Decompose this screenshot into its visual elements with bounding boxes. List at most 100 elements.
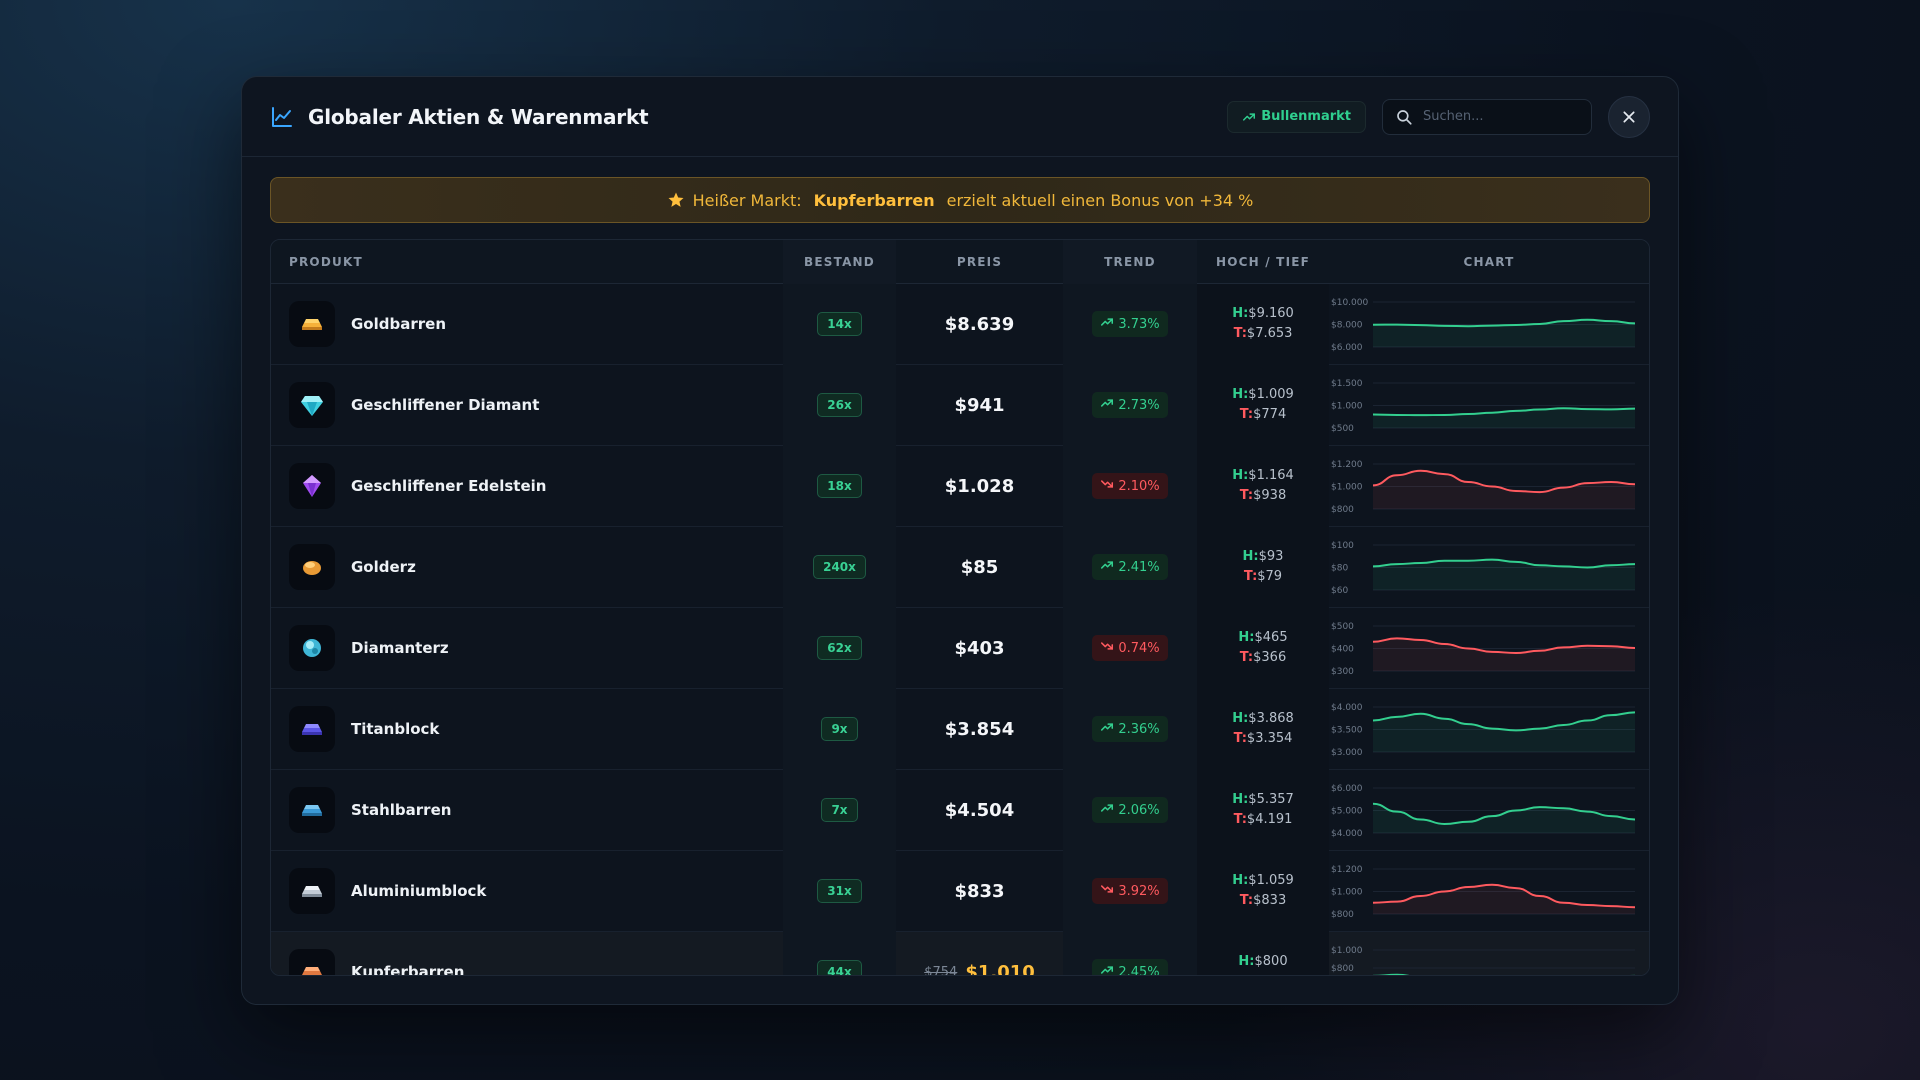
sparkline-area (1382, 974, 1407, 975)
table-row[interactable]: Titanblock 9x $3.854 2.36% H:$3.868 T:$3.354 $… (271, 688, 1649, 770)
price-cell: $833 (896, 881, 1063, 902)
diamond-icon (289, 382, 335, 428)
sparkline-svg: $1.000 $800 (1331, 946, 1635, 975)
header-price[interactable]: PREIS (956, 254, 1003, 269)
trend-up-icon (1100, 396, 1114, 414)
sparkline-chart: $500 $400 $300 (1329, 608, 1649, 689)
stock-cell: 240x (783, 526, 896, 608)
high-value: $800 (1254, 954, 1288, 969)
high-value: $9.160 (1248, 306, 1294, 321)
high-prefix: H: (1232, 387, 1249, 402)
chart-line-icon (272, 106, 292, 127)
axis-tick-label: $5.000 (1331, 806, 1363, 816)
table-row[interactable]: Stahlbarren 7x $4.504 2.06% H:$5.357 T:$4.191… (271, 769, 1649, 851)
axis-tick-label: $1.000 (1331, 401, 1363, 411)
sparkline-line (1372, 802, 1636, 825)
close-button[interactable] (1608, 95, 1650, 138)
stock-cell: 26x (783, 364, 896, 446)
price-cell: $85 (896, 557, 1063, 578)
price-cell: $754 $1.010 (896, 962, 1063, 976)
low-prefix: T: (1233, 812, 1247, 827)
low-prefix: T: (1239, 893, 1254, 908)
low-prefix: T: (1233, 326, 1247, 341)
trend-up-icon (1100, 720, 1114, 738)
table-row[interactable]: Diamanterz 62x $403 0.74% H:$465 T:$366 $500 $4… (271, 607, 1649, 689)
stock-badge: 240x (813, 555, 866, 579)
sparkline-area (1373, 711, 1635, 752)
axis-tick-label: $1.000 (1331, 482, 1363, 492)
trend-value: 2.36% (1118, 721, 1160, 737)
trend-value: 3.73% (1118, 316, 1160, 332)
table-row[interactable]: Geschliffener Edelstein 18x $1.028 2.10% H:$… (271, 445, 1649, 527)
table-row[interactable]: Kupferbarren44x$754$1.0102.45%H:$800T:$6… (271, 931, 1649, 976)
header-stock[interactable]: BESTAND (783, 240, 896, 284)
price-value: $3.854 (944, 718, 1015, 740)
highlow-cell: H:$1.059 T:$833 (1197, 850, 1329, 932)
product-cell: Goldbarren (271, 301, 783, 347)
sparkline-chart: $1.200 $1.000 $800 (1329, 446, 1649, 527)
sparkline-line (1372, 558, 1636, 569)
axis-tick-label: $400 (1331, 644, 1354, 654)
table-row[interactable]: Golderz 240x $85 2.41% H:$93 T:$79 $100 $80 $60 (271, 526, 1649, 608)
axis-tick-label: $1.000 (1331, 887, 1363, 897)
price-cell: $8.639 (896, 314, 1063, 335)
header-chart: CHART (1463, 254, 1515, 269)
stock-badge: 44x (817, 960, 862, 975)
low-value: $660 (1253, 974, 1286, 975)
trend-cell: 2.36% (1063, 688, 1197, 770)
table-row[interactable]: Geschliffener Diamant 26x $941 2.73% H:$1.00… (271, 364, 1649, 446)
sparkline-chart: $100 $80 $60 (1329, 527, 1649, 608)
product-cell: Aluminiumblock (271, 868, 783, 914)
low-prefix: T: (1239, 650, 1254, 665)
sparkline-line (1372, 636, 1636, 654)
low-value: $79 (1257, 569, 1283, 584)
price-cell: $941 (896, 395, 1063, 416)
axis-tick-label: $800 (1331, 964, 1354, 974)
axis-tick-label: $1.500 (1331, 379, 1363, 389)
table-row[interactable]: Goldbarren 14x $8.639 3.73% H:$9.160 T:$7.653… (271, 283, 1649, 365)
trend-value: 2.45% (1118, 964, 1160, 976)
trend-value: 2.10% (1118, 478, 1160, 494)
trend-cell: 0.74% (1063, 607, 1197, 689)
sparkline-line (1372, 406, 1636, 416)
trend-cell: 2.06% (1063, 769, 1197, 851)
header-highlow[interactable]: HOCH / TIEF (1215, 254, 1311, 269)
high-value-line: H:$5.357 (1232, 790, 1294, 810)
steel-bar-icon (289, 787, 335, 833)
sparkline-line (1372, 973, 1635, 975)
header-product[interactable]: PRODUKT (289, 254, 363, 269)
high-value: $465 (1254, 630, 1288, 645)
search-input[interactable] (1423, 109, 1573, 124)
market-status-badge: Bullenmarkt (1227, 100, 1366, 133)
trend-value: 3.92% (1118, 883, 1160, 899)
sparkline-line (1372, 469, 1636, 493)
low-value: $366 (1253, 650, 1287, 665)
low-value: $938 (1253, 488, 1287, 503)
sparkline-svg: $1.200 $1.000 $800 (1331, 865, 1636, 920)
trend-cell: 3.73% (1063, 283, 1197, 365)
axis-tick-label: $3.500 (1331, 725, 1363, 735)
high-prefix: H: (1232, 711, 1249, 726)
sparkline-svg: $4.000 $3.500 $3.000 (1331, 703, 1636, 758)
window-title: Globaler Aktien & Warenmarkt (308, 104, 649, 129)
highlow-cell: H:$3.868 T:$3.354 (1197, 688, 1329, 770)
trend-cell: 2.10% (1063, 445, 1197, 527)
close-icon (1623, 110, 1635, 123)
axis-tick-label: $500 (1331, 622, 1354, 632)
trend-up-icon (1243, 112, 1256, 121)
product-cell: Diamanterz (271, 625, 783, 671)
aluminium-block-icon (289, 868, 335, 914)
search-box[interactable] (1382, 98, 1592, 135)
price-value: $8.639 (944, 313, 1015, 335)
table-row[interactable]: Aluminiumblock 31x $833 3.92% H:$1.059 T:$833… (271, 850, 1649, 932)
low-prefix: T: (1243, 569, 1258, 584)
stock-cell: 14x (783, 283, 896, 365)
sparkline-area (1373, 803, 1635, 833)
sparkline-line (1372, 710, 1636, 731)
header-trend[interactable]: TREND (1063, 240, 1197, 284)
banner-product[interactable]: Kupferbarren (813, 190, 935, 210)
trend-up-icon (1100, 801, 1114, 819)
sparkline-svg: $1.500 $1.000 $500 (1331, 379, 1636, 434)
stock-cell: 9x (783, 688, 896, 770)
low-value: $4.191 (1246, 812, 1293, 827)
